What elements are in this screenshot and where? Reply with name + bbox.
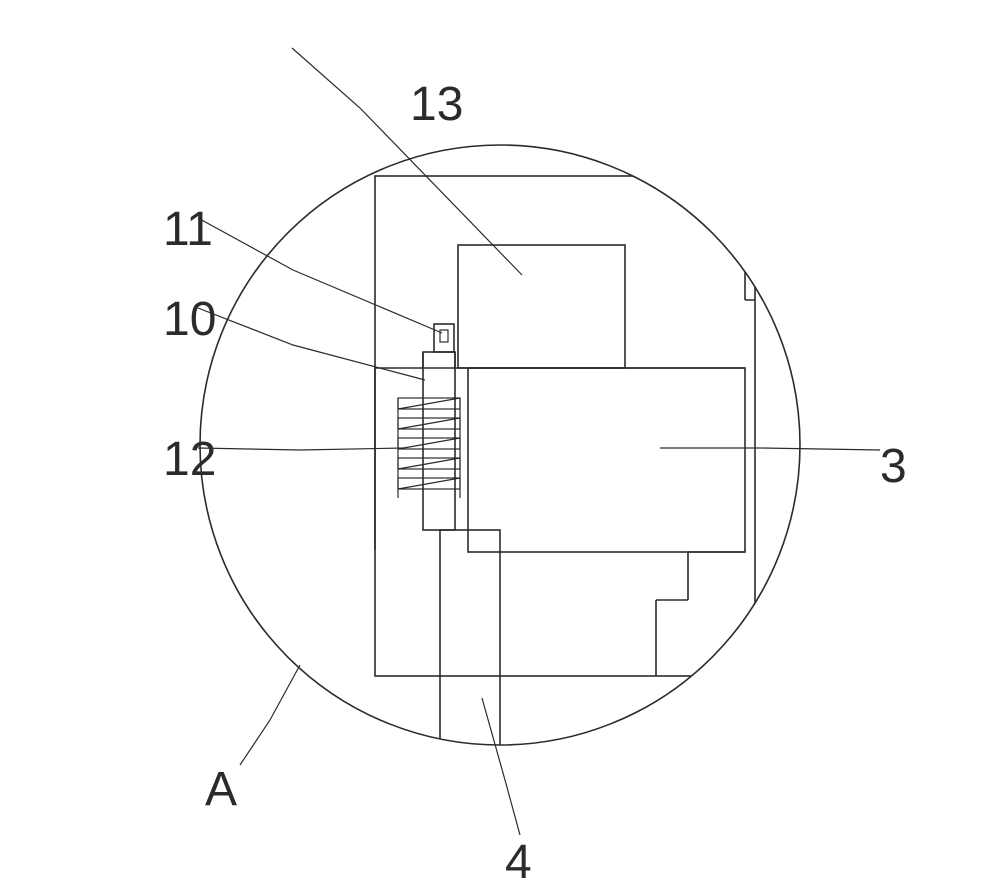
callout-label-3: 3 <box>880 440 907 493</box>
callout-label-10: 10 <box>163 293 216 346</box>
callout-label-12: 12 <box>163 433 216 486</box>
callout-label-4: 4 <box>505 836 532 887</box>
callout-label-11: 11 <box>163 203 213 256</box>
callout-label-A: A <box>205 763 237 816</box>
callout-label-13: 13 <box>410 78 463 131</box>
